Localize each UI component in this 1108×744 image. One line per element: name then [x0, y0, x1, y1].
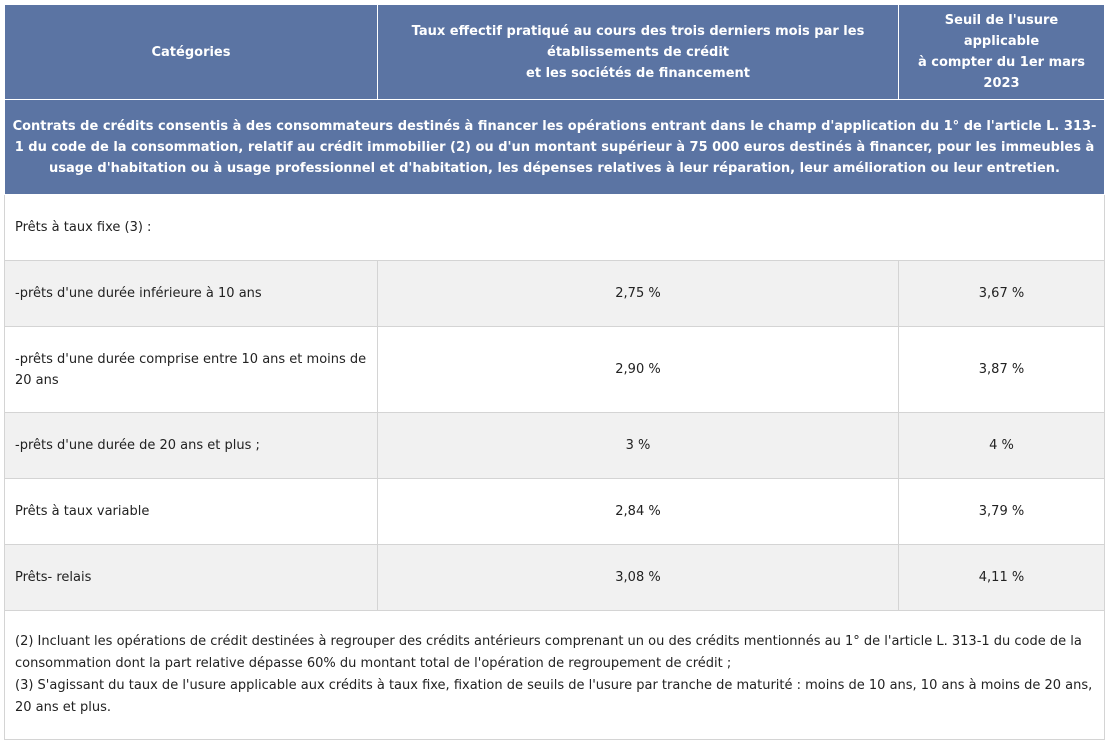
- table-row: Prêts à taux variable 2,84 % 3,79 %: [4, 478, 1105, 545]
- subsection-label: Prêts à taux fixe (3) :: [4, 194, 1105, 261]
- row-taux: 2,90 %: [377, 326, 899, 413]
- header-seuil-line-1: Seuil de l'usure applicable: [944, 13, 1059, 49]
- row-seuil: 4,11 %: [898, 544, 1105, 611]
- row-seuil: 3,79 %: [898, 478, 1105, 545]
- footnotes-row: (2) Incluant les opérations de crédit de…: [4, 610, 1105, 740]
- subsection-row: Prêts à taux fixe (3) :: [4, 194, 1105, 261]
- row-taux: 3 %: [377, 412, 899, 479]
- row-label: -prêts d'une durée comprise entre 10 ans…: [4, 326, 378, 413]
- row-seuil: 3,67 %: [898, 260, 1105, 327]
- row-taux: 2,84 %: [377, 478, 899, 545]
- row-taux: 2,75 %: [377, 260, 899, 327]
- row-seuil: 3,87 %: [898, 326, 1105, 413]
- table-row: -prêts d'une durée inférieure à 10 ans 2…: [4, 260, 1105, 327]
- header-categories-label: Catégories: [151, 44, 231, 60]
- header-taux-line-2: et les sociétés de financement: [526, 65, 750, 81]
- table-header-row: Catégories Taux effectif pratiqué au cou…: [4, 4, 1105, 100]
- row-label: Prêts à taux variable: [4, 478, 378, 545]
- row-taux: 3,08 %: [377, 544, 899, 611]
- row-seuil: 4 %: [898, 412, 1105, 479]
- section-banner: Contrats de crédits consentis à des cons…: [4, 99, 1105, 195]
- header-categories: Catégories: [4, 4, 378, 100]
- footnote-3: (3) S'agissant du taux de l'usure applic…: [15, 678, 1093, 715]
- table-row: -prêts d'une durée de 20 ans et plus ; 3…: [4, 412, 1105, 479]
- row-label: Prêts- relais: [4, 544, 378, 611]
- table-row: Prêts- relais 3,08 % 4,11 %: [4, 544, 1105, 611]
- header-taux-effectif: Taux effectif pratiqué au cours des troi…: [377, 4, 899, 100]
- section-banner-row: Contrats de crédits consentis à des cons…: [4, 99, 1105, 195]
- table-row: -prêts d'une durée comprise entre 10 ans…: [4, 326, 1105, 413]
- row-label: -prêts d'une durée inférieure à 10 ans: [4, 260, 378, 327]
- header-seuil-line-2: à compter du 1er mars 2023: [917, 55, 1086, 91]
- footnotes: (2) Incluant les opérations de crédit de…: [4, 610, 1105, 740]
- header-seuil-usure: Seuil de l'usure applicable à compter du…: [898, 4, 1105, 100]
- header-taux-line-1: Taux effectif pratiqué au cours des troi…: [411, 23, 865, 60]
- footnote-2: (2) Incluant les opérations de crédit de…: [15, 634, 1082, 671]
- row-label: -prêts d'une durée de 20 ans et plus ;: [4, 412, 378, 479]
- usury-rates-table: Catégories Taux effectif pratiqué au cou…: [4, 4, 1105, 740]
